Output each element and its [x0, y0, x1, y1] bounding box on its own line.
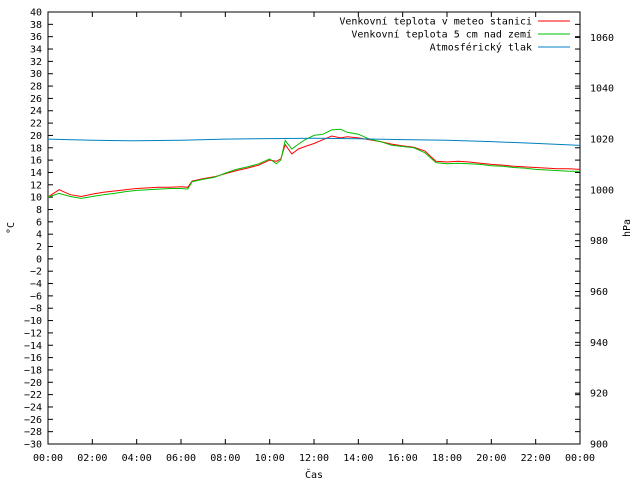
x-axis-label: Čas — [305, 468, 323, 480]
y-tick-label: 24 — [30, 106, 42, 117]
y2-tick-label: 940 — [590, 338, 608, 349]
series-line-1 — [47, 128, 580, 199]
y2-tick-label: 1000 — [590, 185, 614, 196]
y2-tick-label: 920 — [590, 389, 608, 400]
y-tick-label: −20 — [24, 378, 42, 389]
y-tick-label: 6 — [36, 217, 42, 228]
y-tick-label: 36 — [30, 32, 42, 43]
left-axis-ticks: 4038363432302826242220181614121086420−2−… — [24, 8, 580, 451]
y-tick-label: 8 — [36, 205, 42, 216]
y-tick-label: 20 — [30, 131, 42, 142]
y-tick-label: −24 — [24, 402, 42, 413]
legend-label-1: Venkovní teplota 5 cm nad zemí — [351, 29, 532, 41]
y-tick-label: 0 — [36, 254, 42, 265]
x-tick-label: 20:00 — [476, 453, 506, 464]
y2-tick-label: 1060 — [590, 33, 614, 44]
y-tick-label: −18 — [24, 365, 42, 376]
x-tick-label: 02:00 — [77, 453, 107, 464]
y-tick-label: 34 — [30, 45, 42, 56]
y-tick-label: 14 — [30, 168, 42, 179]
y-tick-label: −28 — [24, 427, 42, 438]
y-tick-label: −30 — [24, 440, 42, 451]
y-tick-label: −14 — [24, 341, 42, 352]
y-tick-label: 16 — [30, 156, 42, 167]
y-tick-label: −8 — [30, 304, 42, 315]
legend: Venkovní teplota v meteo staniciVenkovní… — [339, 16, 570, 54]
x-tick-label: 08:00 — [210, 453, 240, 464]
x-tick-label: 04:00 — [122, 453, 152, 464]
y-tick-label: 32 — [30, 57, 42, 68]
y-axis-label: °C — [6, 222, 17, 234]
y-tick-label: 4 — [36, 230, 42, 241]
y-tick-label: −26 — [24, 415, 42, 426]
y-tick-label: −6 — [30, 291, 42, 302]
y2-tick-label: 960 — [590, 287, 608, 298]
y-tick-label: 22 — [30, 119, 42, 130]
y2-tick-label: 980 — [590, 236, 608, 247]
y-tick-label: 28 — [30, 82, 42, 93]
y-tick-label: −10 — [24, 316, 42, 327]
series-line-0 — [47, 135, 581, 198]
y-tick-label: 2 — [36, 242, 42, 253]
legend-label-2: Atmosférický tlak — [430, 42, 532, 54]
x-tick-label: 10:00 — [255, 453, 285, 464]
y-tick-label: 40 — [30, 8, 42, 19]
legend-label-0: Venkovní teplota v meteo stanici — [339, 16, 532, 28]
y-tick-label: −4 — [30, 279, 42, 290]
x-tick-label: 06:00 — [166, 453, 196, 464]
y-tick-label: 12 — [30, 180, 42, 191]
y2-tick-label: 1040 — [590, 84, 614, 95]
y-tick-label: 38 — [30, 20, 42, 31]
y-tick-label: −2 — [30, 267, 42, 278]
x-tick-label: 16:00 — [388, 453, 418, 464]
y-tick-label: 26 — [30, 94, 42, 105]
y2-tick-label: 900 — [590, 440, 608, 451]
series-layer — [47, 128, 581, 199]
y-tick-label: 10 — [30, 193, 42, 204]
plot-frame — [47, 11, 581, 445]
right-axis-ticks: 1060 1040 1020 1000 980 960 940 920 900 — [575, 33, 614, 451]
y2-tick-label: 1020 — [590, 135, 614, 146]
x-tick-label: 14:00 — [343, 453, 373, 464]
x-tick-label: 22:00 — [521, 453, 551, 464]
x-tick-label: 12:00 — [299, 453, 329, 464]
x-axis-ticks: 00:00 02:00 04:00 06:00 08:00 10:00 12:00 14:00… — [33, 12, 595, 464]
x-tick-label: 00:00 — [33, 453, 63, 464]
x-tick-label: 00:00 — [565, 453, 595, 464]
y-tick-label: −16 — [24, 353, 42, 364]
y2-axis-label: hPa — [622, 219, 633, 237]
series-line-2 — [47, 137, 581, 146]
y-tick-label: −22 — [24, 390, 42, 401]
y-tick-label: 30 — [30, 69, 42, 80]
y-tick-label: −12 — [24, 328, 42, 339]
x-tick-label: 18:00 — [432, 453, 462, 464]
y-tick-label: 18 — [30, 143, 42, 154]
